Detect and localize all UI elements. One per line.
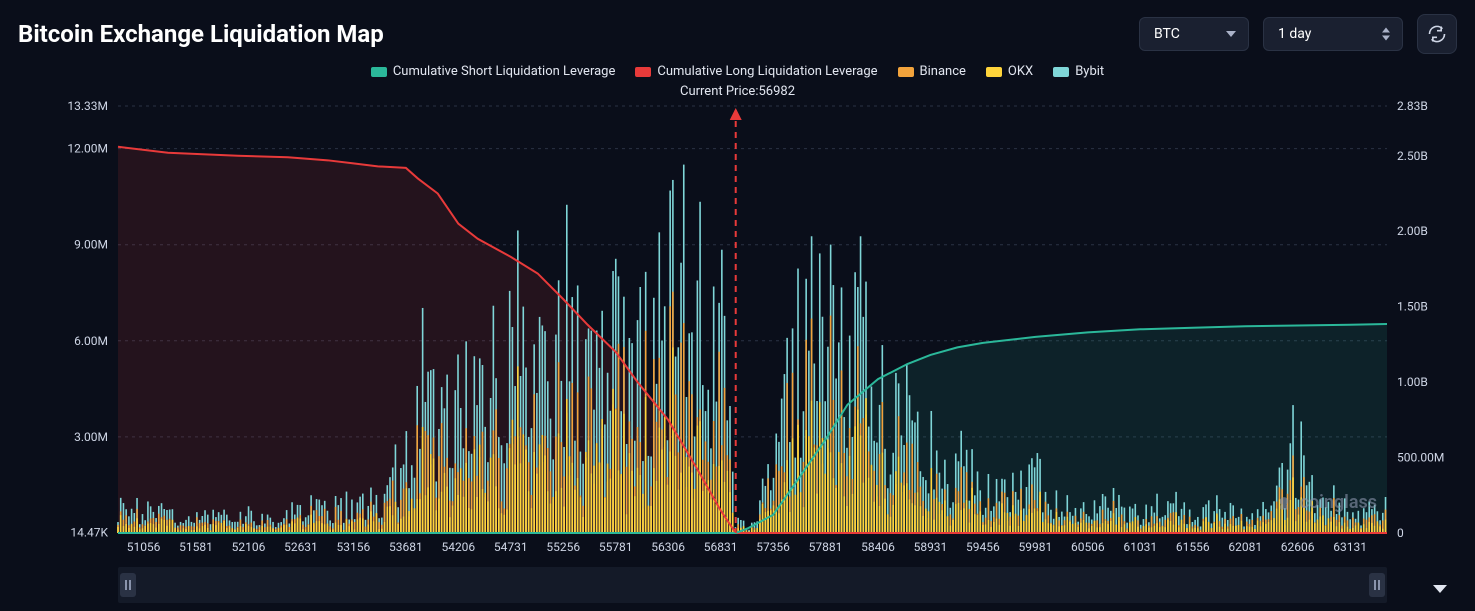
svg-text:0: 0 — [1397, 526, 1404, 540]
svg-text:62081: 62081 — [1228, 540, 1262, 554]
svg-text:63131: 63131 — [1333, 540, 1367, 554]
legend-swatch — [635, 67, 651, 77]
watermark: coinglass — [1274, 492, 1377, 513]
legend-item-okx[interactable]: OKX — [986, 64, 1033, 79]
svg-text:51581: 51581 — [179, 540, 213, 554]
legend-label: Cumulative Short Liquidation Leverage — [393, 64, 616, 79]
svg-text:58406: 58406 — [861, 540, 895, 554]
legend-label: Bybit — [1075, 64, 1104, 79]
legend-label: OKX — [1008, 64, 1033, 79]
svg-text:58931: 58931 — [914, 540, 948, 554]
legend-label: Binance — [920, 64, 966, 79]
legend-swatch — [986, 67, 1002, 77]
svg-text:60506: 60506 — [1071, 540, 1105, 554]
range-handle-right[interactable] — [1369, 573, 1385, 597]
svg-text:2.00B: 2.00B — [1397, 224, 1428, 238]
range-scrubber[interactable] — [118, 567, 1387, 603]
legend-item-bybit[interactable]: Bybit — [1053, 64, 1104, 79]
svg-text:61031: 61031 — [1123, 540, 1157, 554]
svg-text:9.00M: 9.00M — [74, 238, 108, 252]
chevron-up-icon — [1433, 585, 1447, 593]
legend-swatch — [371, 67, 387, 77]
asset-select[interactable]: BTC — [1139, 17, 1249, 51]
svg-text:56831: 56831 — [704, 540, 738, 554]
watermark-text: coinglass — [1300, 492, 1377, 513]
svg-text:2.50B: 2.50B — [1397, 149, 1428, 163]
svg-text:2.83B: 2.83B — [1397, 99, 1428, 113]
svg-text:55256: 55256 — [546, 540, 580, 554]
svg-text:54206: 54206 — [441, 540, 475, 554]
legend-item-binance[interactable]: Binance — [898, 64, 966, 79]
asset-select-value: BTC — [1154, 26, 1180, 42]
svg-text:59456: 59456 — [966, 540, 1000, 554]
svg-text:53156: 53156 — [337, 540, 371, 554]
page-title: Bitcoin Exchange Liquidation Map — [18, 20, 384, 48]
svg-text:53681: 53681 — [389, 540, 423, 554]
svg-text:57356: 57356 — [756, 540, 790, 554]
chart-legend: Cumulative Short Liquidation Leverage Cum… — [18, 64, 1457, 79]
svg-text:51056: 51056 — [127, 540, 161, 554]
range-handle-left[interactable] — [120, 573, 136, 597]
refresh-icon — [1427, 24, 1447, 44]
svg-text:1.50B: 1.50B — [1397, 300, 1428, 314]
period-select-value: 1 day — [1278, 26, 1311, 42]
svg-text:1.00B: 1.00B — [1397, 375, 1428, 389]
svg-text:52106: 52106 — [232, 540, 266, 554]
legend-swatch — [898, 67, 914, 77]
expand-toggle[interactable] — [1429, 581, 1451, 597]
svg-text:3.00M: 3.00M — [74, 430, 108, 444]
svg-text:12.00M: 12.00M — [67, 142, 108, 156]
svg-text:500.00M: 500.00M — [1397, 451, 1444, 465]
period-select[interactable]: 1 day — [1263, 17, 1403, 51]
svg-text:55781: 55781 — [599, 540, 633, 554]
svg-text:54731: 54731 — [494, 540, 528, 554]
legend-item-long[interactable]: Cumulative Long Liquidation Leverage — [635, 64, 877, 79]
current-price-label: Current Price:56982 — [18, 84, 1457, 99]
header-controls: BTC 1 day — [1139, 14, 1457, 54]
svg-text:14.47K: 14.47K — [70, 526, 108, 540]
legend-item-short[interactable]: Cumulative Short Liquidation Leverage — [371, 64, 616, 79]
svg-text:13.33M: 13.33M — [67, 99, 108, 113]
legend-label: Cumulative Long Liquidation Leverage — [657, 64, 877, 79]
header: Bitcoin Exchange Liquidation Map BTC 1 d… — [18, 14, 1457, 54]
svg-text:61556: 61556 — [1176, 540, 1210, 554]
coinglass-logo-icon — [1274, 493, 1294, 513]
svg-text:59981: 59981 — [1019, 540, 1053, 554]
svg-text:6.00M: 6.00M — [74, 334, 108, 348]
svg-text:56306: 56306 — [651, 540, 685, 554]
chart-area: Cumulative Short Liquidation Leverage Cum… — [18, 64, 1457, 603]
svg-text:62606: 62606 — [1281, 540, 1315, 554]
stepper-icon — [1382, 28, 1390, 41]
svg-text:52631: 52631 — [284, 540, 318, 554]
chevron-down-icon — [1226, 31, 1236, 37]
svg-text:57881: 57881 — [809, 540, 843, 554]
legend-swatch — [1053, 67, 1069, 77]
liquidation-chart: 14.47K 3.00M 6.00M 9.00M 12.00M 13.33M 0 500.00… — [18, 64, 1457, 603]
refresh-button[interactable] — [1417, 14, 1457, 54]
